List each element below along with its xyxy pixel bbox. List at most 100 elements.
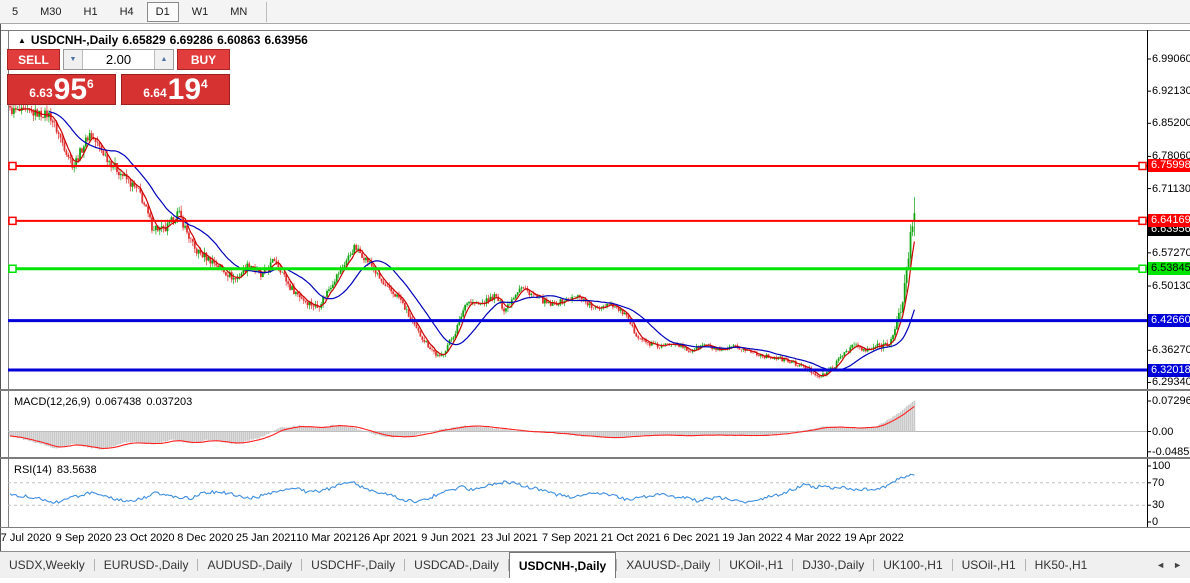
- price-tick-label: 6.78060: [1152, 150, 1190, 163]
- date-label: 10 Mar 2021: [296, 532, 358, 544]
- buy-button[interactable]: BUY: [177, 49, 230, 70]
- buy-price-display[interactable]: 6.64 19 4: [121, 74, 230, 105]
- price-line-badge: 6.42660: [1148, 314, 1190, 328]
- symbol-tab-hk50-h1[interactable]: HK50-,H1: [1034, 558, 1088, 572]
- timeframe-button-d1[interactable]: D1: [146, 1, 179, 22]
- rsi-axis-label: 70: [1152, 476, 1165, 489]
- collapse-icon[interactable]: ▲: [18, 36, 26, 45]
- tab-divider: [616, 559, 618, 571]
- hline-6.64169[interactable]: [8, 216, 1147, 226]
- sell-button[interactable]: SELL: [7, 49, 60, 70]
- price-tick-label: 6.36270: [1152, 344, 1190, 357]
- ma-fast-line: [17, 108, 915, 377]
- chevron-up-icon: ▲: [160, 56, 168, 63]
- macd-signal-value: 0.037203: [146, 396, 193, 408]
- macd-axis-label: 0.00: [1152, 425, 1174, 438]
- date-label: 6 Dec 2021: [663, 532, 720, 544]
- symbol-tab-audusd-daily[interactable]: AUDUSD-,Daily: [207, 558, 293, 572]
- tab-scroll-left-button[interactable]: ◄: [1156, 560, 1166, 570]
- volume-stepper: ▼ 2.00 ▲: [63, 49, 174, 70]
- timeframe-button-h4[interactable]: H4: [119, 5, 134, 18]
- chevron-down-icon: ▼: [69, 56, 77, 63]
- symbol-tab-uk100-h1[interactable]: UK100-,H1: [883, 558, 943, 572]
- price-tick-label: 6.99060: [1152, 53, 1190, 65]
- date-label: 4 Mar 2022: [785, 532, 842, 544]
- date-label: 21 Oct 2021: [600, 532, 661, 544]
- macd-axis-label: -0.04857: [1152, 445, 1190, 458]
- chart-title: ▲ USDCNH-,Daily 6.65829 6.69286 6.60863 6.639…: [18, 33, 312, 47]
- price-line-badge: 6.75998: [1148, 159, 1190, 173]
- timeframe-toolbar: 5 M30 H1 H4 D1 W1 MN: [0, 0, 1190, 24]
- symbol-tab-ukoil-h1[interactable]: UKOil-,H1: [729, 558, 784, 572]
- tab-divider: [951, 559, 953, 571]
- tab-divider: [719, 559, 721, 571]
- timeframe-button-5[interactable]: 5: [12, 5, 19, 18]
- symbol-tab-usdcad-daily[interactable]: USDCAD-,Daily: [414, 558, 499, 572]
- buy-price-big: 19: [167, 72, 202, 106]
- tab-divider: [301, 559, 303, 571]
- buy-price-pip: 4: [201, 77, 208, 91]
- symbol-tab-usoil-h1[interactable]: USOil-,H1: [961, 558, 1016, 572]
- symbol-tab-dj30-daily[interactable]: DJ30-,Daily: [802, 558, 865, 572]
- tab-divider: [197, 559, 199, 571]
- price-line-badge: 6.32018: [1148, 363, 1190, 377]
- date-label: 25 Jan 2021: [235, 532, 297, 544]
- rsi-axis-label: 100: [1152, 460, 1171, 472]
- symbol-tab-xauusd-daily[interactable]: XAUUSD-,Daily: [626, 558, 711, 572]
- tab-scroll-right-button[interactable]: ►: [1173, 560, 1182, 570]
- price-line-badge: 6.64169: [1148, 214, 1190, 228]
- symbol-tab-usdchf-daily[interactable]: USDCHF-,Daily: [311, 558, 396, 572]
- volume-increase-button[interactable]: ▲: [154, 50, 173, 69]
- timeframe-button-m30[interactable]: M30: [40, 5, 62, 18]
- macd-main-value: 0.067438: [95, 396, 142, 408]
- rsi-axis-label: 30: [1152, 499, 1165, 512]
- date-label: 26 Apr 2021: [358, 532, 418, 544]
- volume-input[interactable]: 2.00: [105, 52, 132, 67]
- rsi-label: RSI(14) 83.5638: [14, 464, 97, 476]
- date-label: 8 Dec 2020: [177, 532, 234, 544]
- symbol-tab-usdx-weekly[interactable]: USDX,Weekly: [9, 558, 85, 572]
- tab-scroll-buttons: ◄ ►: [1148, 552, 1190, 578]
- ohlc-close: 6.63956: [264, 33, 308, 47]
- hline-6.75998[interactable]: [8, 161, 1147, 171]
- symbol-tab-usdcnh-daily[interactable]: USDCNH-,Daily: [508, 552, 617, 578]
- macd-signal-line: [10, 405, 915, 450]
- hline-6.53845[interactable]: [8, 264, 1147, 274]
- volume-decrease-button[interactable]: ▼: [64, 50, 83, 69]
- price-line-badge: 6.53845: [1148, 262, 1190, 276]
- macd-axis-label: 0.072963: [1152, 395, 1190, 407]
- timeframe-button-mn[interactable]: MN: [230, 5, 248, 18]
- ohlc-open: 6.65829: [122, 33, 166, 47]
- symbol-tab-eurusd-daily[interactable]: EURUSD-,Daily: [103, 558, 189, 572]
- date-label: 23 Jul 2021: [480, 532, 538, 544]
- price-tick-label: 6.50130: [1152, 279, 1190, 292]
- chart-symbol-label: USDCNH-,Daily: [30, 33, 119, 47]
- tab-divider: [873, 559, 875, 571]
- tab-divider: [792, 559, 794, 571]
- candles-layer: [9, 103, 916, 379]
- price-tick-label: 6.85200: [1152, 117, 1190, 130]
- rsi-panel-lines: [8, 473, 1147, 506]
- rsi-value: 83.5638: [56, 464, 97, 476]
- tab-divider: [507, 559, 509, 571]
- toolbar-separator: [266, 1, 268, 22]
- price-tick-label: 6.29340: [1152, 376, 1190, 389]
- sell-price-big: 95: [53, 72, 88, 106]
- date-label: 7 Sep 2021: [541, 532, 599, 544]
- timeframe-button-h1[interactable]: H1: [83, 5, 98, 18]
- date-label: 27 Jul 2020: [0, 532, 52, 544]
- ma-slow-line: [48, 111, 915, 372]
- ohlc-low: 6.60863: [217, 33, 261, 47]
- tab-divider: [1024, 559, 1026, 571]
- timeframe-button-w1[interactable]: W1: [191, 5, 209, 18]
- symbol-tabbar: USDX,Weekly EURUSD-,Daily AUDUSD-,Daily USD…: [0, 551, 1190, 578]
- ohlc-high: 6.69286: [169, 33, 214, 47]
- date-label: 9 Jun 2021: [421, 532, 476, 544]
- price-tick-label: 6.71130: [1152, 182, 1190, 195]
- sell-price-display[interactable]: 6.63 95 6: [7, 74, 116, 105]
- one-click-trading-panel: SELL ▼ 2.00 ▲ BUY 6.63 95 6 6.64 19 4: [7, 49, 230, 105]
- date-label: 19 Apr 2022: [844, 532, 904, 544]
